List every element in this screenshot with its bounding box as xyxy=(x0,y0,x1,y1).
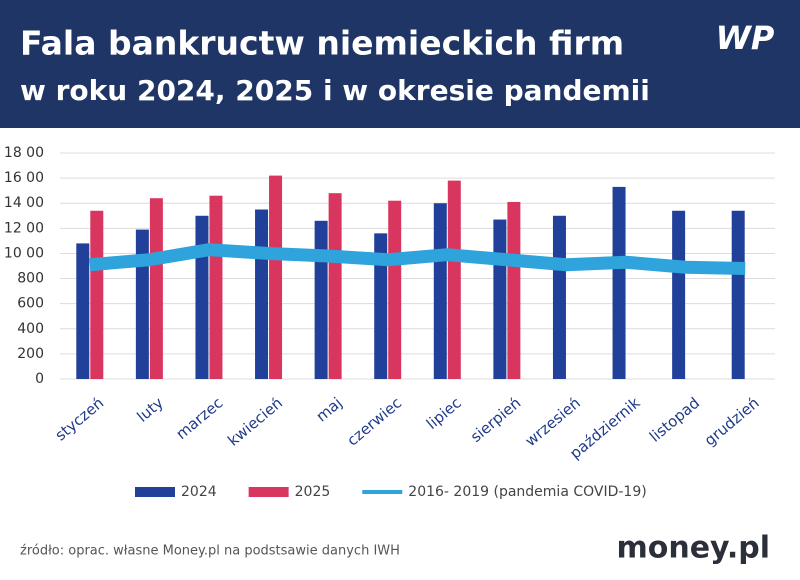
y-tick-label: 200 xyxy=(17,346,44,362)
source: źródło: oprac. własne Money.pl na podsts… xyxy=(20,544,400,559)
x-tick-label: luty xyxy=(133,394,166,426)
bar xyxy=(269,175,283,379)
x-tick-label: sierpień xyxy=(467,394,524,446)
legend-swatch xyxy=(362,490,403,494)
bar xyxy=(195,215,209,379)
chart-subtitle: w roku 2024, 2025 i w okresie pandemii xyxy=(20,74,650,107)
line-series xyxy=(89,243,746,276)
y-tick-label: 14 00 xyxy=(4,195,44,211)
bar xyxy=(374,233,388,379)
x-tick-label: grudzień xyxy=(701,394,763,450)
legend-label: 2016- 2019 (pandemia COVID-19) xyxy=(408,484,646,500)
header xyxy=(0,0,800,128)
bar xyxy=(731,210,745,379)
legend-label: 2025 xyxy=(295,484,331,500)
legend-swatch xyxy=(135,487,175,497)
y-tick-label: 16 00 xyxy=(4,170,44,186)
x-tick-label: czerwiec xyxy=(343,394,405,450)
bar xyxy=(90,210,104,379)
footer-brand: money.pl xyxy=(616,531,770,566)
bar xyxy=(672,210,686,379)
bar xyxy=(507,201,521,379)
bar xyxy=(76,243,90,379)
x-tick-label: styczeń xyxy=(52,394,108,445)
x-tick-label: kwiecień xyxy=(224,394,286,450)
bar xyxy=(255,209,269,379)
y-tick-label: 800 xyxy=(17,271,44,287)
bar xyxy=(149,198,163,379)
chart-title: Fala bankructw niemieckich firm xyxy=(20,24,624,63)
bar xyxy=(447,180,461,379)
y-tick-label: 18 00 xyxy=(4,145,44,161)
x-tick-label: marzec xyxy=(172,394,226,443)
legend-label: 2024 xyxy=(181,484,217,500)
bar xyxy=(314,220,328,379)
bar xyxy=(552,215,566,379)
bar xyxy=(493,219,507,379)
y-tick-label: 10 00 xyxy=(4,245,44,261)
bar xyxy=(388,200,402,379)
y-tick-label: 600 xyxy=(17,296,44,312)
y-tick-label: 400 xyxy=(17,321,44,337)
bar xyxy=(135,229,149,379)
x-tick-label: listopad xyxy=(646,394,703,446)
y-tick-label: 0 xyxy=(35,371,44,387)
y-tick-label: 12 00 xyxy=(4,220,44,236)
legend-swatch xyxy=(248,487,289,497)
x-tick-label: maj xyxy=(313,394,346,426)
brand-logo: WP xyxy=(716,19,775,57)
bar xyxy=(209,195,223,379)
bar xyxy=(328,193,342,379)
bar xyxy=(433,203,447,379)
x-tick-label: lipiec xyxy=(423,394,465,433)
bar xyxy=(612,186,626,379)
